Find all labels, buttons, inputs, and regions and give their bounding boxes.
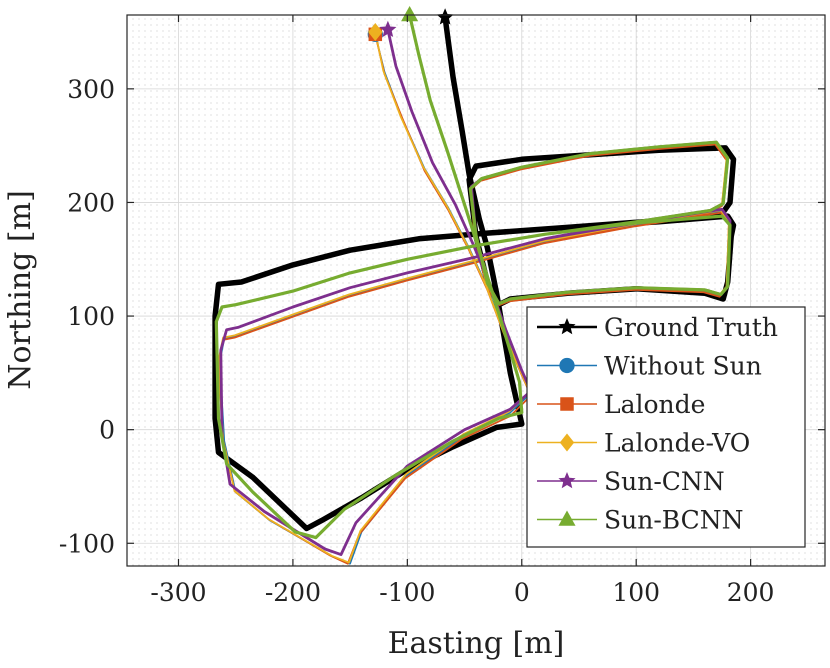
x-axis-label: Easting [m]: [388, 626, 565, 661]
y-tick-label: 200: [67, 188, 115, 217]
legend-marker-without-sun: [559, 357, 575, 374]
y-tick-label: 100: [67, 302, 115, 331]
y-axis-label: Northing [m]: [3, 190, 38, 390]
plot-frame: [126, 14, 826, 567]
legend-label-sun-cnn: Sun-CNN: [604, 467, 725, 496]
legend-label-lalonde: Lalonde: [604, 390, 705, 419]
x-axis-ticks: -300 -200 -100 0 100 200: [150, 15, 774, 607]
start-marker-lalonde-vo: [368, 23, 383, 42]
start-marker-ground-truth: [436, 8, 454, 25]
legend-marker-sun-bcnn: [558, 510, 576, 526]
legend-marker-lalonde: [560, 397, 574, 411]
start-marker-sun-cnn: [379, 20, 397, 38]
legend-box: [526, 306, 806, 548]
series-line-sun-bcnn: [214, 15, 732, 540]
legend-label-lalonde-vo: Lalonde-VO: [604, 429, 750, 458]
y-axis-ticks: -100 0 100 200 300: [59, 75, 825, 558]
legend-label-without-sun: Without Sun: [604, 352, 762, 381]
series-layer: [212, 15, 737, 565]
y-tick-label: 300: [67, 75, 115, 104]
legend-marker-sun-cnn: [558, 472, 576, 489]
legend: Ground Truth Without Sun Lalonde Lalonde-VO…: [526, 306, 806, 548]
x-tick-label: 0: [514, 578, 530, 607]
x-tick-label: 100: [612, 578, 660, 607]
y-tick-label: -100: [59, 529, 115, 558]
x-tick-label: -300: [150, 578, 206, 607]
x-tick-label: -100: [379, 578, 435, 607]
legend-label-ground-truth: Ground Truth: [604, 313, 778, 342]
series-line-ground-truth: [212, 15, 737, 532]
start-markers: [367, 6, 454, 42]
y-tick-label: 0: [99, 416, 115, 445]
start-marker-sun-bcnn: [401, 6, 419, 22]
legend-label-sun-bcnn: Sun-BCNN: [604, 506, 744, 535]
legend-marker-ground-truth: [558, 318, 576, 335]
legend-marker-lalonde-vo: [559, 433, 575, 452]
x-tick-label: 200: [727, 578, 775, 607]
x-tick-label: -200: [265, 578, 321, 607]
